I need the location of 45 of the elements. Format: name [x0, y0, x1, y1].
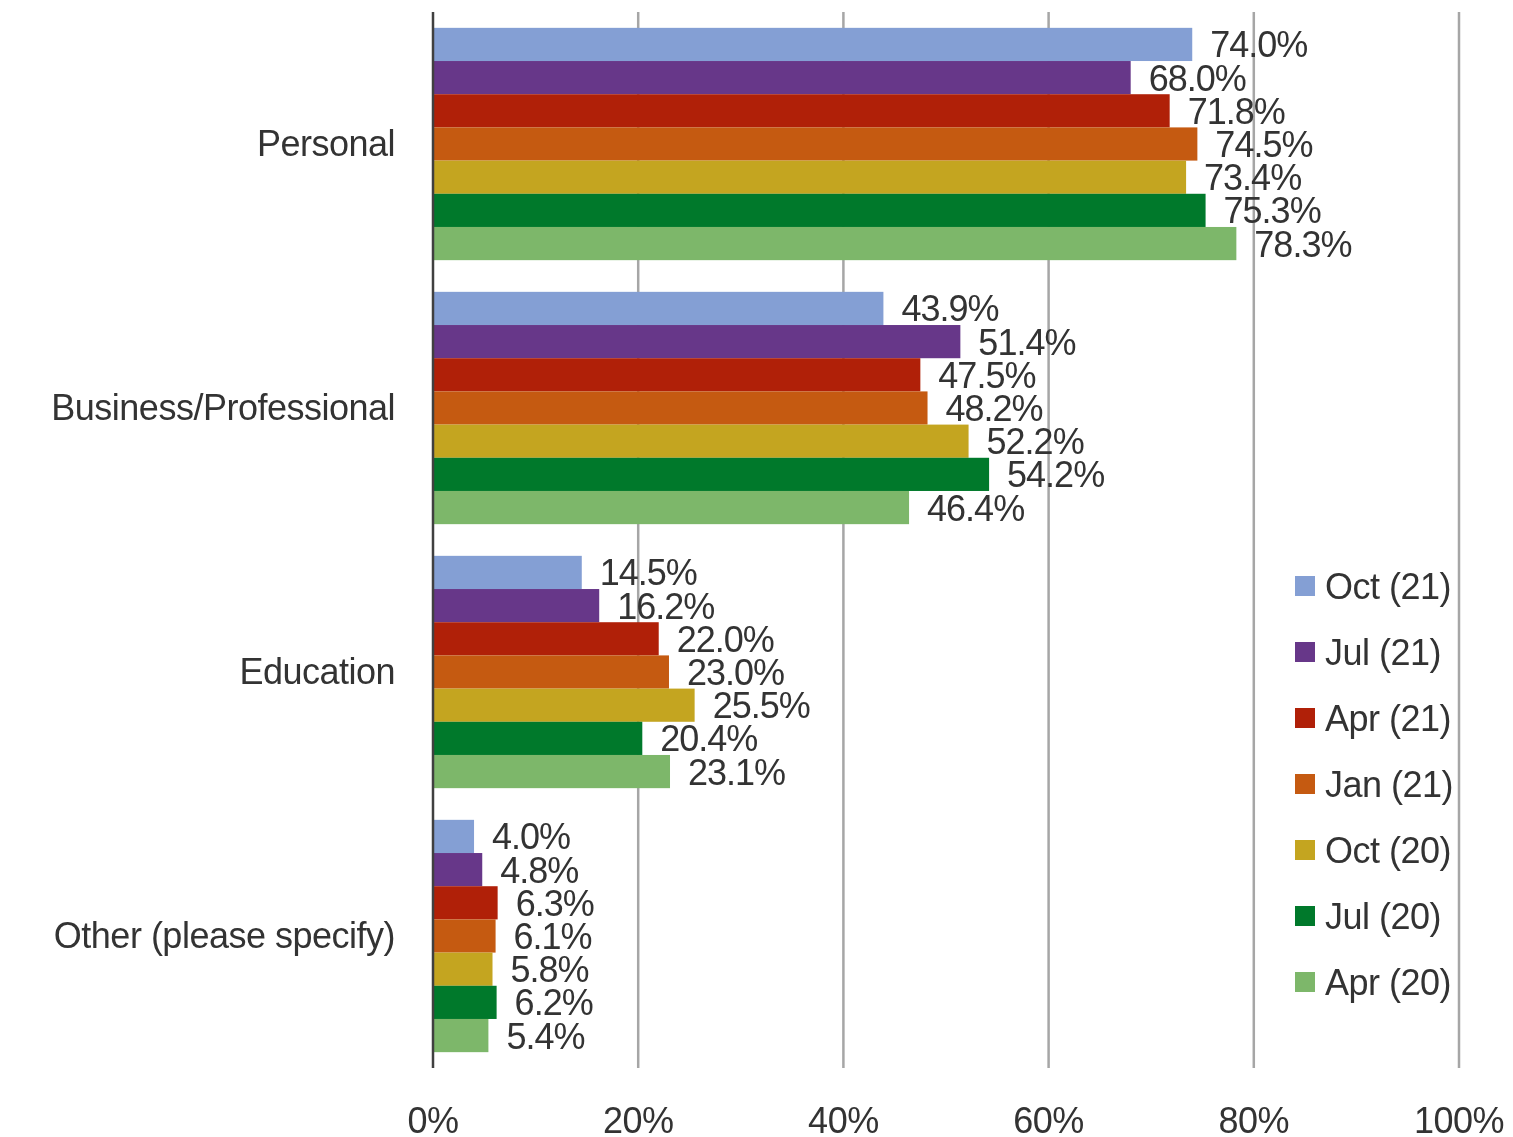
- bar: [433, 1018, 489, 1053]
- x-tick-label: 20%: [602, 1100, 674, 1137]
- bar: [433, 424, 969, 458]
- bar: [433, 490, 910, 525]
- bar: [433, 952, 493, 986]
- bar: [433, 819, 475, 854]
- bar: [433, 325, 961, 359]
- legend-label: Jul (20): [1325, 896, 1442, 937]
- bar: [433, 391, 928, 425]
- bar: [433, 853, 483, 887]
- bar: [433, 985, 497, 1019]
- y-tick-label: Education: [239, 651, 395, 692]
- x-tick-label: 80%: [1218, 1100, 1290, 1137]
- x-tick-label: 100%: [1413, 1100, 1505, 1137]
- bar: [433, 622, 659, 656]
- bar: [433, 193, 1206, 227]
- legend-label: Apr (21): [1325, 698, 1452, 739]
- bar: [433, 919, 496, 953]
- y-tick-label: Personal: [256, 123, 395, 164]
- bar: [433, 555, 582, 590]
- bar: [433, 589, 600, 623]
- bar: [433, 886, 498, 920]
- legend-label: Oct (21): [1325, 566, 1452, 607]
- bar: [433, 721, 643, 755]
- bar: [433, 94, 1170, 128]
- bar: [433, 457, 990, 491]
- legend-label: Oct (20): [1325, 830, 1452, 871]
- x-tick-label: 0%: [407, 1100, 459, 1137]
- x-tick-label: 60%: [1013, 1100, 1084, 1137]
- legend-label: Jan (21): [1325, 764, 1454, 805]
- y-tick-label: Business/Professional: [51, 387, 395, 428]
- legend-label: Apr (20): [1325, 962, 1452, 1003]
- bar: [433, 358, 921, 392]
- bar: [433, 291, 884, 326]
- bar: [433, 754, 671, 789]
- bar: [433, 127, 1198, 161]
- y-tick-label: Other (please specify): [53, 915, 395, 956]
- bar: [433, 61, 1131, 95]
- bar: [433, 27, 1193, 62]
- legend-label: Jul (21): [1325, 632, 1442, 673]
- bar: [433, 688, 695, 722]
- bar: [433, 226, 1237, 261]
- bar: [433, 160, 1187, 194]
- bar: [433, 655, 669, 689]
- x-tick-label: 40%: [808, 1100, 879, 1137]
